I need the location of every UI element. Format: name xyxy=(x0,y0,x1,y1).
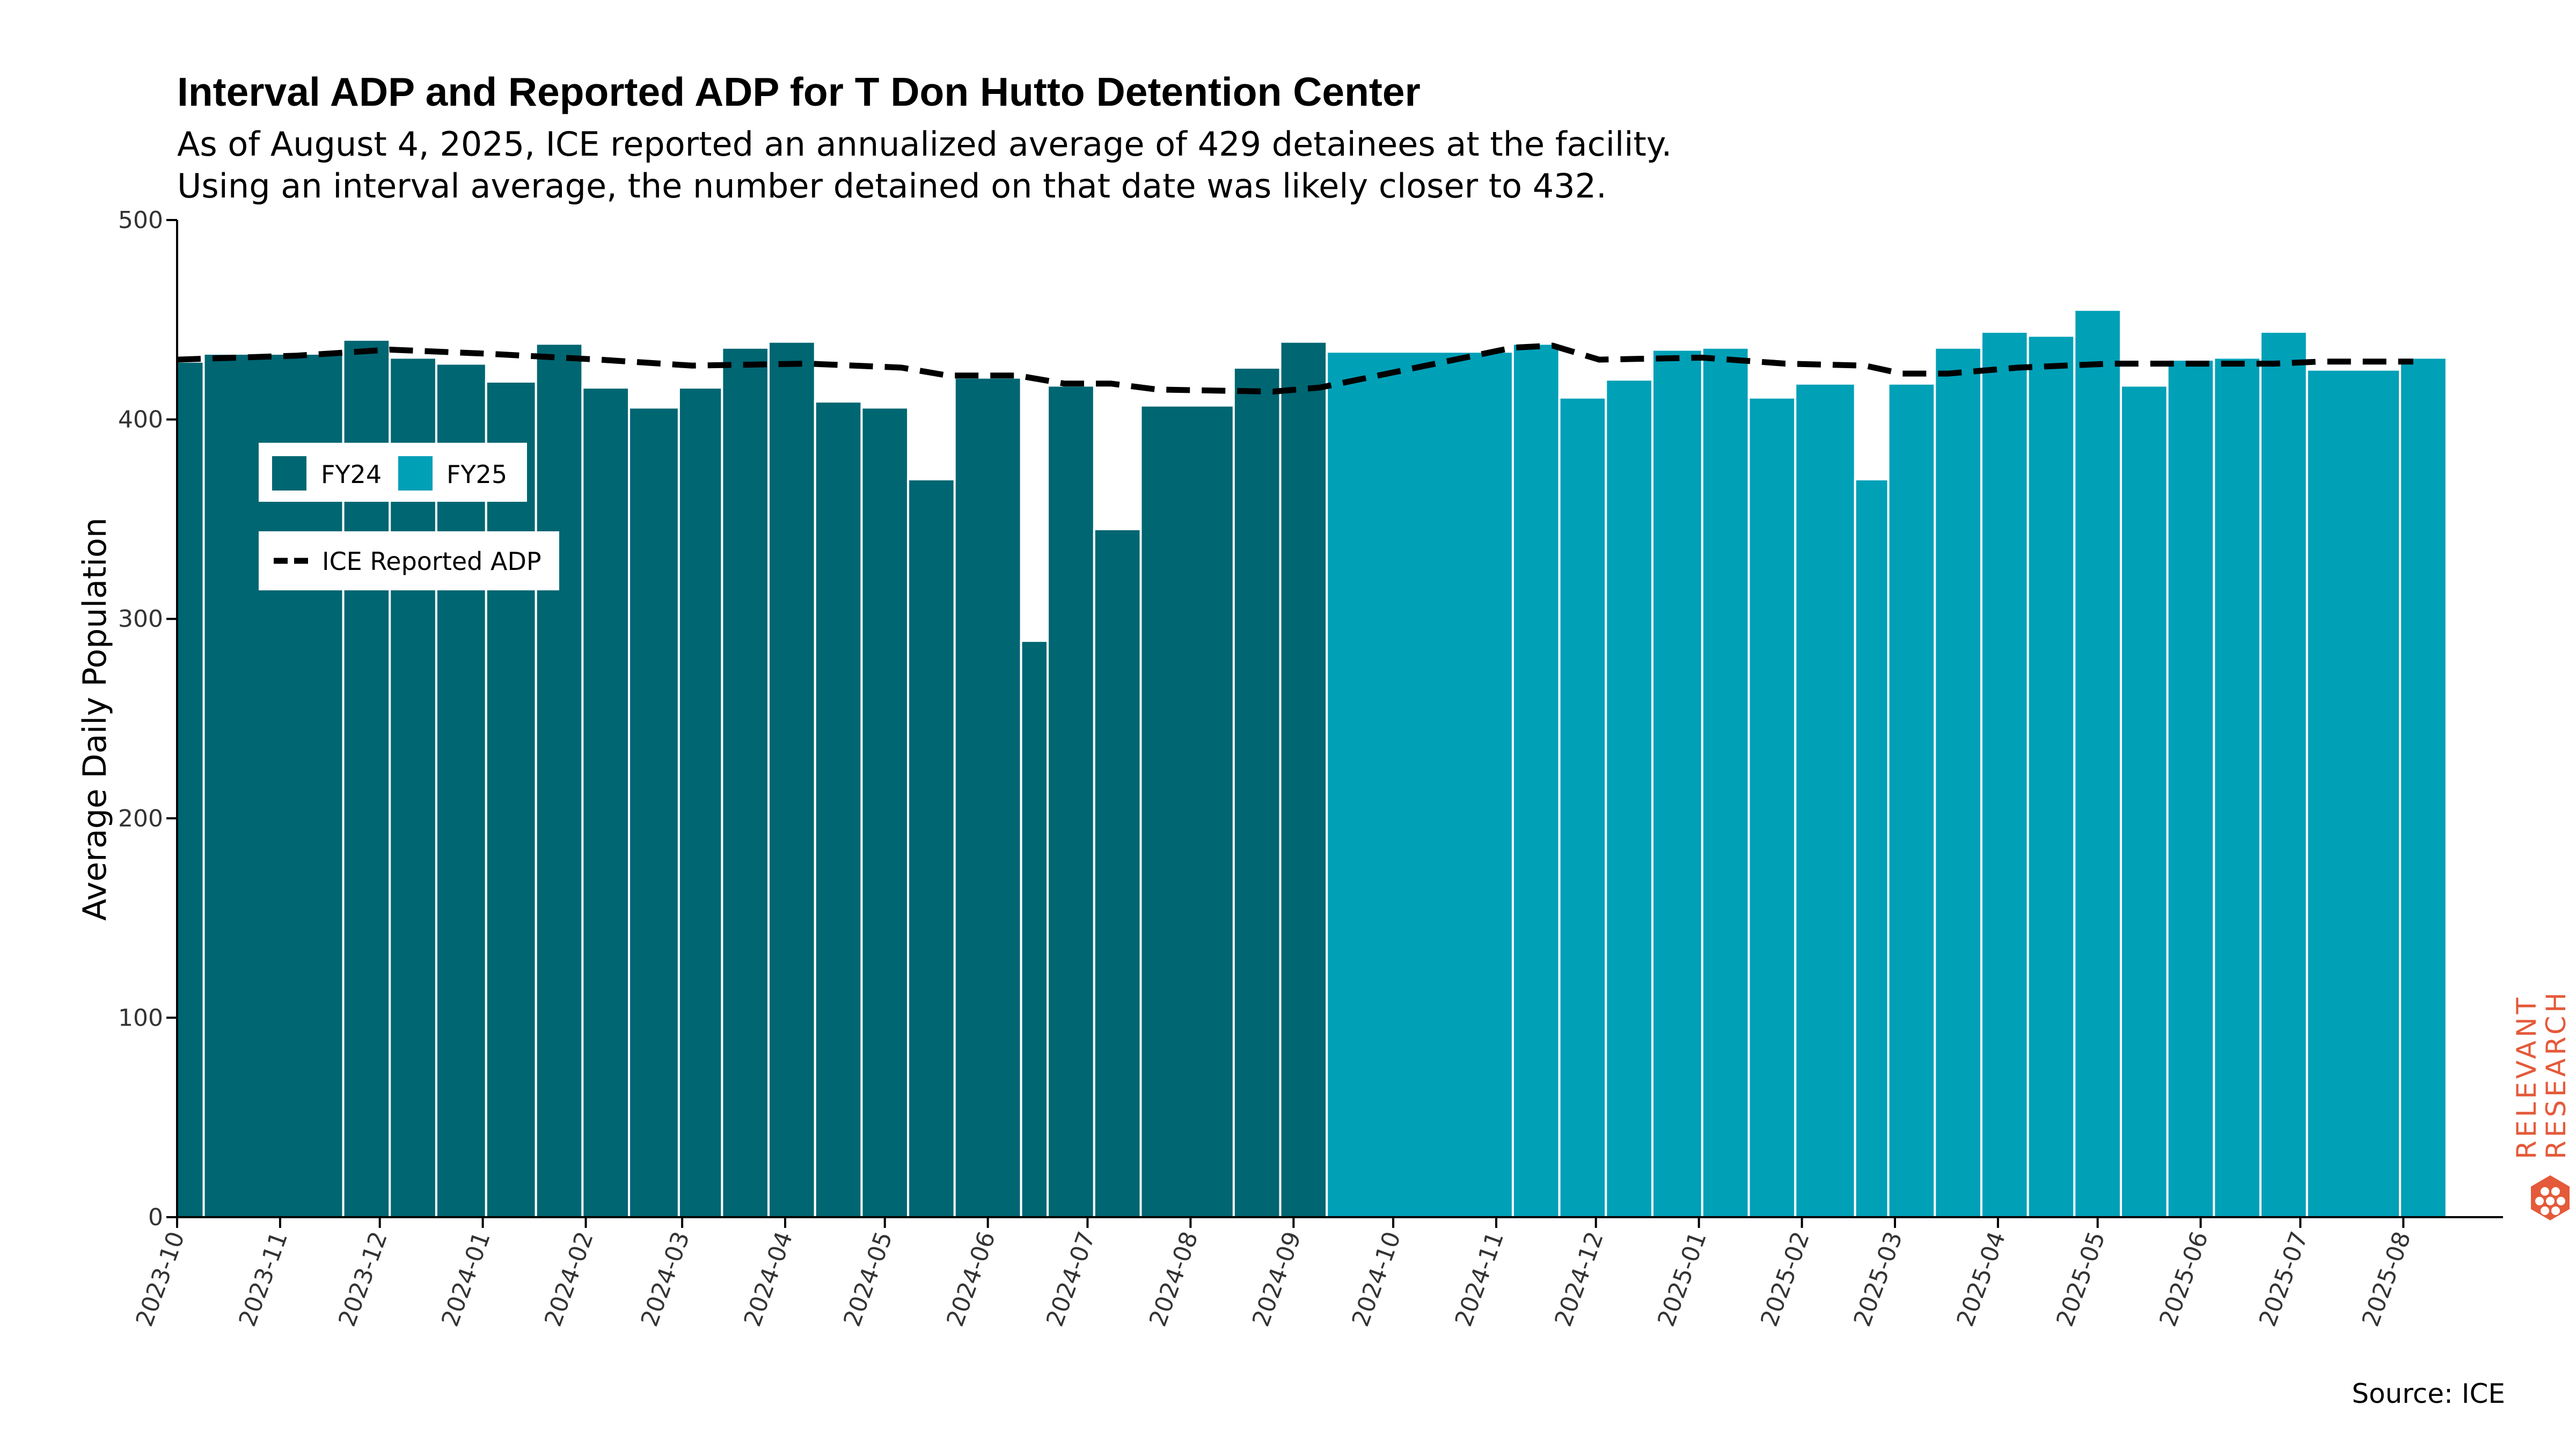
bar-fy25-2025-07-31 xyxy=(2399,356,2448,1218)
bar-fy24-2024-07-17 xyxy=(1139,404,1235,1218)
brand-line-1: RELEVANT xyxy=(2511,994,2542,1159)
bar-fy25-2025-06-05 xyxy=(2213,356,2262,1218)
bar-fy24-2024-04-10 xyxy=(814,400,863,1218)
bar-fy25-2024-12-18 xyxy=(1651,348,1703,1218)
x-tick-label-2024-05: 2024-05 xyxy=(838,1228,898,1330)
bar-fy25-2025-07-03 xyxy=(2306,368,2402,1219)
y-tick-label-100: 100 xyxy=(118,1004,163,1031)
hexagon-logo-icon xyxy=(2531,1175,2570,1220)
y-axis-title: Average Daily Population xyxy=(76,517,114,921)
legend-label-fy25: FY25 xyxy=(447,460,507,489)
bar-fy24-2024-03-27 xyxy=(767,340,816,1218)
chart-subtitle-line-2: Using an interval average, the number de… xyxy=(177,166,1607,206)
bar-fy25-2024-11-06 xyxy=(1511,342,1561,1219)
x-tick-label-2025-01: 2025-01 xyxy=(1652,1228,1712,1330)
line-legend: ICE Reported ADP xyxy=(259,531,559,590)
bar-fy25-2025-06-19 xyxy=(2259,331,2308,1219)
x-tick-label-2025-05: 2025-05 xyxy=(2051,1228,2111,1330)
y-tick-label-300: 300 xyxy=(118,605,163,633)
bar-fy24-2024-06-11 xyxy=(1020,640,1049,1218)
x-tick-label-2024-11: 2024-11 xyxy=(1450,1228,1510,1330)
ice-reported-adp-line xyxy=(177,342,2413,395)
bar-fy25-2025-02-27 xyxy=(1887,382,1936,1218)
legend-label-reported-adp: ICE Reported ADP xyxy=(322,547,541,576)
x-tick-label-2023-12: 2023-12 xyxy=(333,1228,393,1330)
legend-swatch-fy25 xyxy=(398,456,433,491)
bar-fy25-2025-02-17 xyxy=(1854,478,1890,1219)
bar-fy25-2025-04-10 xyxy=(2026,334,2076,1219)
bar-fy25-2024-09-11 xyxy=(1326,350,1514,1218)
chart-subtitle-line-1: As of August 4, 2025, ICE reported an an… xyxy=(177,125,1672,164)
x-tick-label-2024-10: 2024-10 xyxy=(1347,1228,1407,1330)
bar-fy24-2024-01-17 xyxy=(535,342,584,1219)
bar-fy25-2025-04-24 xyxy=(2073,309,2122,1218)
x-tick-label-2024-04: 2024-04 xyxy=(739,1228,799,1330)
bar-fy24-2024-07-03 xyxy=(1093,528,1142,1218)
x-tick-label-2023-10: 2023-10 xyxy=(131,1228,191,1330)
x-tick-label-2024-06: 2024-06 xyxy=(941,1228,1001,1330)
bar-fy24-2024-02-29 xyxy=(677,386,723,1218)
bar-fy25-2025-03-27 xyxy=(1980,331,2029,1219)
x-tick-label-2025-02: 2025-02 xyxy=(1755,1228,1815,1330)
x-tick-label-2023-11: 2023-11 xyxy=(233,1228,293,1330)
line-legend-box xyxy=(259,531,559,590)
y-tick-label-200: 200 xyxy=(118,805,163,832)
bar-fy25-2025-01-30 xyxy=(1794,382,1856,1218)
x-tick-label-2025-07: 2025-07 xyxy=(2254,1228,2314,1330)
bar-fy25-2025-01-02 xyxy=(1701,346,1750,1218)
relevant-research-logo: RELEVANT RESEARCH xyxy=(2511,989,2572,1220)
x-tick-label-2024-03: 2024-03 xyxy=(636,1228,696,1330)
x-tick-label-2025-06: 2025-06 xyxy=(2154,1228,2214,1330)
bar-fy24-2024-01-02 xyxy=(485,380,537,1218)
bar-fy24-2024-08-28 xyxy=(1279,340,1328,1218)
bar-fy24-2024-05-22 xyxy=(953,376,1022,1219)
bar-fy24-2024-04-24 xyxy=(860,406,910,1219)
bar-fy24-2024-03-13 xyxy=(721,346,770,1218)
bar-fy25-2025-05-08 xyxy=(2119,384,2169,1218)
x-tick-label-2024-07: 2024-07 xyxy=(1041,1228,1101,1330)
bar-fy25-2025-03-13 xyxy=(1934,346,1982,1218)
chart-title: Interval ADP and Reported ADP for T Don … xyxy=(177,69,1421,114)
bar-fy24-2023-10-01 xyxy=(176,360,205,1218)
bar-fy25-2024-12-04 xyxy=(1605,378,1653,1218)
x-tick-label-2024-09: 2024-09 xyxy=(1247,1228,1307,1330)
source-note: Source: ICE xyxy=(2352,1378,2505,1409)
bar-fy25-2024-11-20 xyxy=(1558,396,1607,1218)
x-tick-label-2024-02: 2024-02 xyxy=(539,1228,599,1330)
x-tick-label-2025-08: 2025-08 xyxy=(2357,1228,2417,1330)
y-tick-label-0: 0 xyxy=(148,1204,163,1231)
bar-fy24-2024-05-08 xyxy=(907,478,956,1219)
bar-fy25-2025-05-22 xyxy=(2166,358,2215,1218)
bar-fy24-2024-08-14 xyxy=(1232,366,1282,1218)
x-tick-label-2025-03: 2025-03 xyxy=(1849,1228,1908,1330)
brand-line-2: RESEARCH xyxy=(2541,989,2572,1159)
x-tick-label-2025-04: 2025-04 xyxy=(1951,1228,2011,1330)
legend-swatch-fy24 xyxy=(272,456,306,491)
bar-fy24-2024-02-14 xyxy=(628,406,680,1219)
fy-legend: FY24 FY25 xyxy=(259,443,527,502)
bar-fy24-2024-06-19 xyxy=(1046,384,1095,1218)
legend-label-fy24: FY24 xyxy=(321,460,382,489)
x-tick-label-2024-01: 2024-01 xyxy=(436,1228,496,1330)
bar-fy25-2025-01-16 xyxy=(1747,396,1797,1218)
y-tick-label-500: 500 xyxy=(118,207,163,234)
x-tick-label-2024-12: 2024-12 xyxy=(1549,1228,1609,1330)
x-tick-label-2024-08: 2024-08 xyxy=(1144,1228,1204,1330)
bar-fy24-2024-01-31 xyxy=(581,386,631,1218)
y-tick-label-400: 400 xyxy=(118,406,163,434)
